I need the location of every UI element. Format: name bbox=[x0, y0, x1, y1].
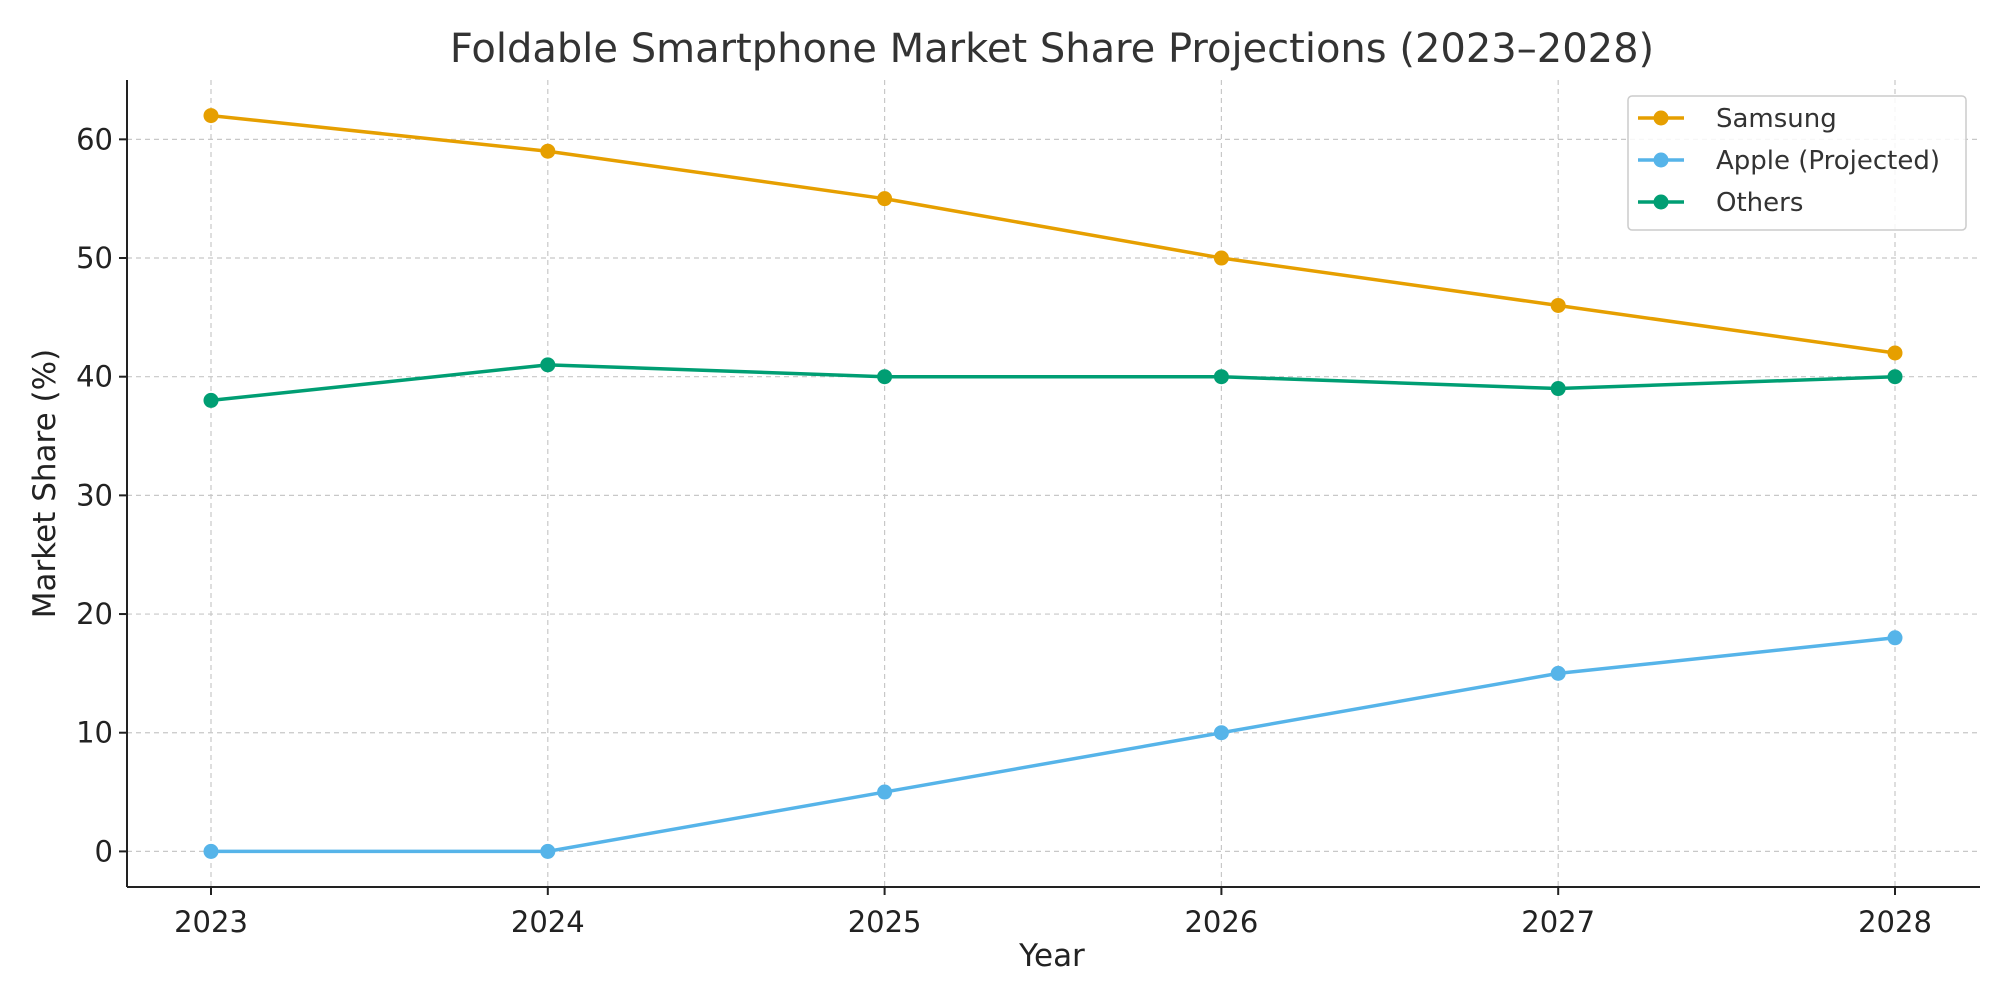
legend-marker bbox=[1653, 110, 1669, 126]
y-tick-label: 40 bbox=[76, 360, 113, 394]
data-point bbox=[540, 143, 556, 159]
data-point bbox=[1550, 381, 1566, 397]
series-layer bbox=[203, 108, 1903, 859]
legend-label: Others bbox=[1716, 188, 1803, 218]
x-tick-label: 2024 bbox=[511, 905, 585, 939]
legend-item: Samsung bbox=[1638, 104, 1837, 134]
data-point bbox=[1213, 250, 1229, 266]
legend-item: Others bbox=[1638, 188, 1803, 218]
data-point bbox=[1887, 369, 1903, 385]
y-tick-label: 30 bbox=[76, 478, 113, 512]
y-tick-label: 60 bbox=[76, 122, 113, 156]
x-tick-label: 2028 bbox=[1858, 905, 1932, 939]
series-line bbox=[210, 113, 1896, 355]
data-point bbox=[877, 191, 893, 207]
x-tick-label: 2025 bbox=[848, 905, 922, 939]
ticks-layer: 2023 2024 2025 2026 2027 2028 0 10 20 30 40 50 60 bbox=[76, 122, 1932, 939]
legend-marker bbox=[1653, 194, 1669, 210]
data-point bbox=[1550, 297, 1566, 313]
legend-label: Apple (Projected) bbox=[1716, 146, 1940, 176]
data-point bbox=[1213, 725, 1229, 741]
data-point bbox=[1887, 345, 1903, 361]
data-point bbox=[540, 843, 556, 859]
x-tick-label: 2026 bbox=[1184, 905, 1258, 939]
data-point bbox=[540, 357, 556, 373]
series-others bbox=[203, 357, 1903, 408]
x-tick-label: 2023 bbox=[174, 905, 248, 939]
y-tick-label: 0 bbox=[95, 834, 113, 868]
data-point bbox=[877, 369, 893, 385]
series-line bbox=[211, 636, 1896, 854]
y-axis-label: Market Share (%) bbox=[27, 349, 63, 618]
chart-title: Foldable Smartphone Market Share Project… bbox=[450, 26, 1654, 72]
data-point bbox=[1213, 369, 1229, 385]
axes-layer bbox=[126, 80, 1980, 888]
data-point bbox=[1550, 665, 1566, 681]
x-axis-label: Year bbox=[1018, 938, 1085, 974]
series-samsung bbox=[203, 108, 1903, 361]
data-point bbox=[1887, 630, 1903, 646]
y-tick-label: 50 bbox=[76, 241, 113, 275]
y-tick-label: 10 bbox=[76, 716, 113, 750]
x-tick-label: 2027 bbox=[1521, 905, 1595, 939]
y-tick-label: 20 bbox=[76, 597, 113, 631]
series-apple-projected bbox=[203, 630, 1903, 859]
data-point bbox=[877, 784, 893, 800]
legend-item: Apple (Projected) bbox=[1638, 146, 1940, 176]
series-line bbox=[210, 363, 1896, 403]
data-point bbox=[203, 392, 219, 408]
data-point bbox=[203, 108, 219, 124]
legend-marker bbox=[1653, 152, 1669, 168]
legend-box bbox=[1627, 95, 1967, 231]
legend: Samsung Apple (Projected) Others bbox=[1627, 95, 1967, 231]
legend-label: Samsung bbox=[1716, 104, 1837, 134]
data-point bbox=[203, 843, 219, 859]
